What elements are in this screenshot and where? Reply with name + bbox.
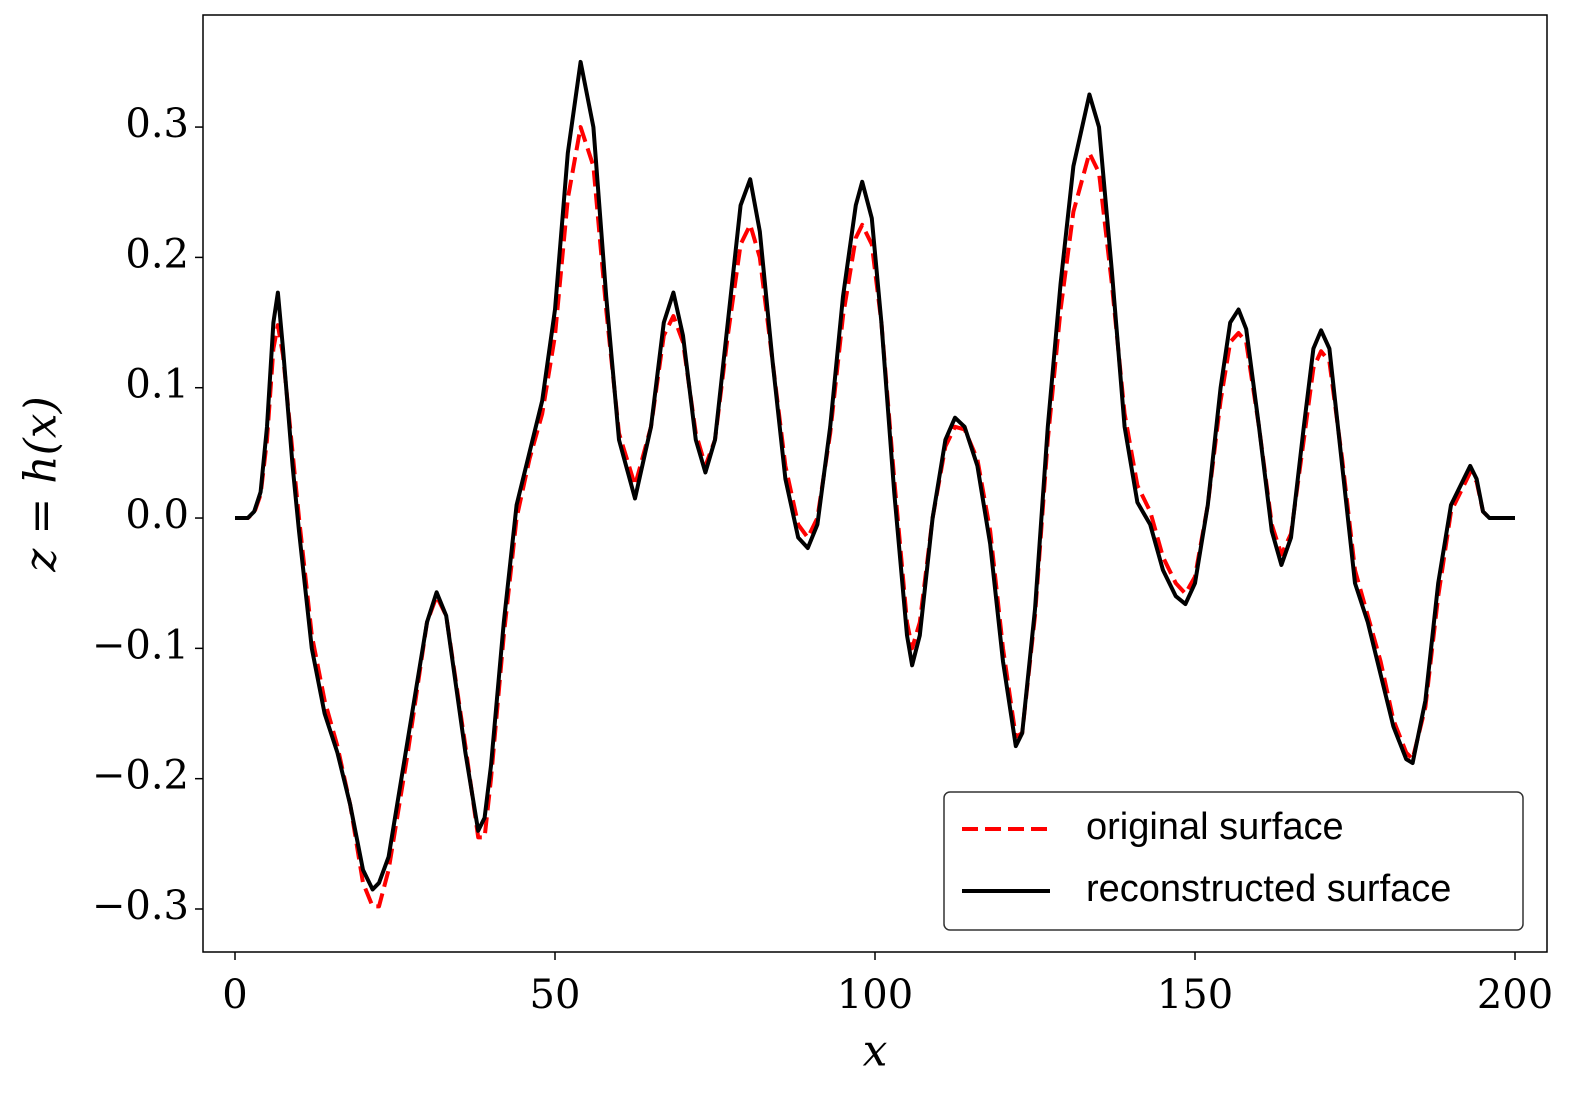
y-tick-label: −0.1 [92,622,189,668]
y-tick-label: 0.2 [125,231,189,277]
legend-label: original surface [1086,806,1344,848]
y-tick-label: 0.3 [125,101,189,147]
plot-frame [202,14,1548,953]
y-axis-label: z = h(x) [16,396,67,573]
y-tick-label: 0.0 [125,492,189,538]
legend-label: reconstructed surface [1086,868,1451,910]
x-axis-label: x [863,1026,888,1077]
x-tick-label: 100 [837,972,913,1018]
y-tick-label: −0.2 [92,753,189,799]
x-tick-label: 0 [222,972,247,1018]
legend-box [943,791,1524,931]
y-tick-label: −0.3 [92,883,189,929]
x-tick-label: 50 [530,972,581,1018]
x-tick-label: 150 [1157,972,1233,1018]
line-series [235,59,1515,892]
y-tick-label: 0.1 [125,362,189,408]
x-tick-label: 200 [1477,972,1553,1018]
